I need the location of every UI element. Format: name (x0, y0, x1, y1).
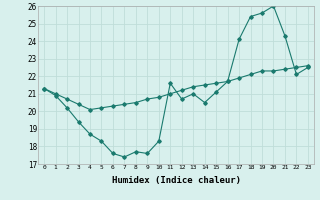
X-axis label: Humidex (Indice chaleur): Humidex (Indice chaleur) (111, 176, 241, 185)
